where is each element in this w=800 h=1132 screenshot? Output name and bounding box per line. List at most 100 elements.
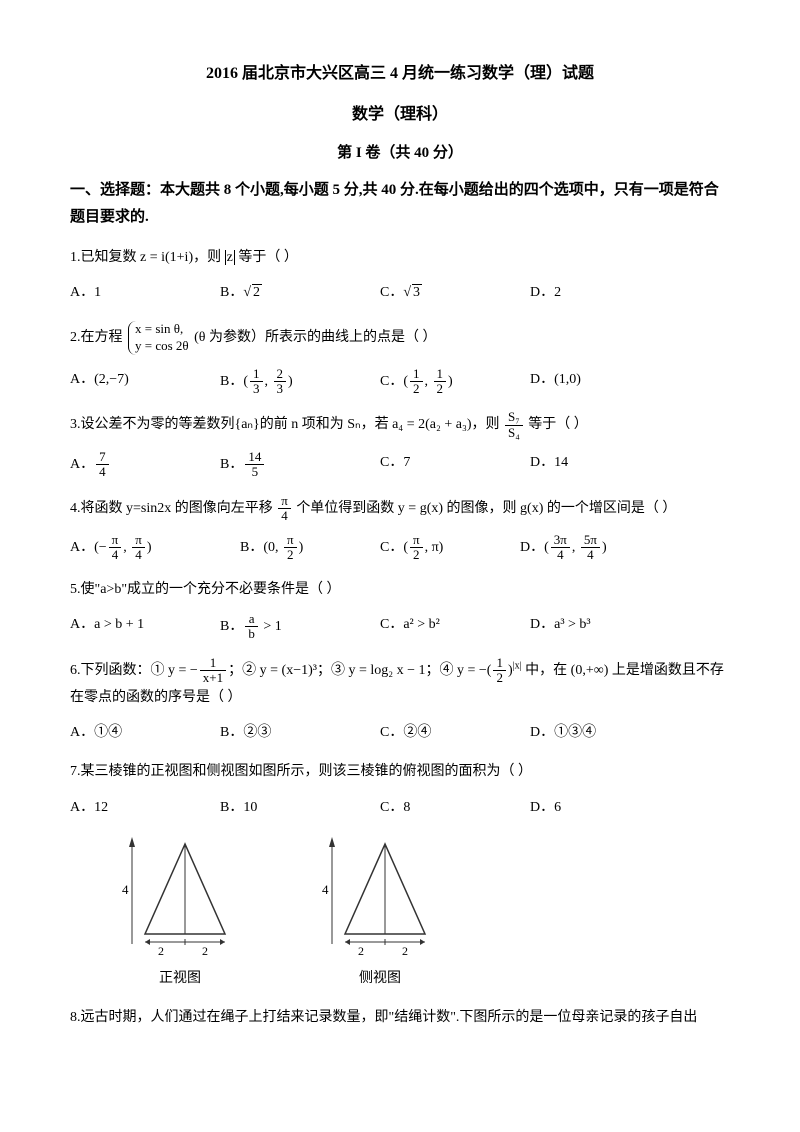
q2-c-mid: , <box>425 374 432 389</box>
question-2: 2.在方程 x = sin θ, y = cos 2θ (θ 为参数）所表示的曲… <box>70 319 730 357</box>
q4-a-pre: A．(− <box>70 540 107 555</box>
q5-opt-a: A．a > b + 1 <box>70 612 210 642</box>
question-6: 6.下列函数：① y = −1x+1；② y = (x−1)³；③ y = lo… <box>70 656 730 711</box>
q4-b-post: ) <box>299 540 304 555</box>
q2-c-d2: 2 <box>434 382 447 396</box>
title-sub: 数学（理科） <box>70 101 730 130</box>
q2-c-d1: 2 <box>410 382 423 396</box>
q2-c-pre: C．( <box>380 374 408 389</box>
q4-opt-d: D．(3π4, 5π4) <box>520 533 640 563</box>
section-instruction: 一、选择题：本大题共 8 个小题,每小题 5 分,共 40 分.在每小题给出的四… <box>70 177 730 231</box>
question-8: 8.远古时期，人们通过在绳子上打结来记录数量，即"结绳计数".下图所示的是一位母… <box>70 1005 730 1030</box>
q4-d-n1: 3π <box>551 533 570 548</box>
q3-a-num: 7 <box>96 450 109 465</box>
q1-b-pre: B． <box>220 285 243 300</box>
front-view: 422 正视图 <box>110 834 250 991</box>
q3-a-pre: A． <box>70 457 94 472</box>
svg-text:2: 2 <box>358 944 364 958</box>
q1-opt-d: D．2 <box>530 280 650 305</box>
q2-pre: 2.在方程 <box>70 330 123 345</box>
q4-a-n2: π <box>132 533 145 548</box>
question-1: 1.已知复数 z = i(1+i)，则 z 等于（ ） <box>70 245 730 270</box>
front-triangle-icon: 422 <box>110 834 250 964</box>
q4-a-d2: 4 <box>132 548 145 562</box>
q4-sn: π <box>278 494 291 509</box>
q7-opt-b: B．10 <box>220 795 370 820</box>
q2-b-n1: 1 <box>250 367 263 382</box>
q5-b-num: a <box>245 612 258 627</box>
q5-b-post: > 1 <box>260 619 282 634</box>
q7-diagrams: 422 正视图 422 侧视图 <box>110 834 730 991</box>
q6-options: A．①④ B．②③ C．②④ D．①③④ <box>70 720 730 745</box>
svg-text:4: 4 <box>122 882 129 897</box>
question-5: 5.使"a>b"成立的一个充分不必要条件是（ ） <box>70 577 730 602</box>
q2-c-post: ) <box>448 374 453 389</box>
q4-c-n: π <box>410 533 423 548</box>
q2-options: A．(2,−7) B．(13, 23) C．(12, 12) D．(1,0) <box>70 367 730 397</box>
q4-c-d: 2 <box>410 548 423 562</box>
q3-opt-c: C．7 <box>380 450 520 480</box>
q7-opt-c: C．8 <box>380 795 520 820</box>
q4-mid: 个单位得到函数 y = g(x) 的图像，则 g(x) 的一个增区间是（ ） <box>296 501 676 516</box>
q4-d-n2: 5π <box>581 533 600 548</box>
q4-options: A．(−π4, π4) B．(0, π2) C．(π2, π) D．(3π4, … <box>70 533 730 563</box>
side-triangle-icon: 422 <box>310 834 450 964</box>
q3-opt-a: A．74 <box>70 450 210 480</box>
abs-z: z <box>225 250 235 265</box>
q7-opt-d: D．6 <box>530 795 650 820</box>
q1-stem-pre: 1.已知复数 z = i(1+i)，则 <box>70 250 221 265</box>
q5-opt-c: C．a² > b² <box>380 612 520 642</box>
q2-eq1: x = sin θ, <box>135 321 183 336</box>
q4-pre: 4.将函数 y=sin2x 的图像向左平移 <box>70 501 273 516</box>
svg-text:2: 2 <box>202 944 208 958</box>
q2-opt-c: C．(12, 12) <box>380 367 520 397</box>
q3-frac: S₇S₄ <box>505 410 523 440</box>
q4-d-pre: D．( <box>520 540 549 555</box>
q1-options: A．1 B．√2 C．√3 D．2 <box>70 280 730 305</box>
q5-b-den: b <box>245 627 258 641</box>
q3-opt-d: D．14 <box>530 450 650 480</box>
q6-opt-b: B．②③ <box>220 720 370 745</box>
q4-c-pre: C．( <box>380 540 408 555</box>
q3-num: S₇ <box>505 410 523 425</box>
q1-c-pre: C． <box>380 285 403 300</box>
q2-b-post: ) <box>288 374 293 389</box>
q2-b-mid: , <box>265 374 272 389</box>
q6-opt-d: D．①③④ <box>530 720 650 745</box>
q6-opt-a: A．①④ <box>70 720 210 745</box>
q1-opt-c: C．√3 <box>380 280 520 305</box>
svg-text:2: 2 <box>402 944 408 958</box>
q4-b-n: π <box>284 533 297 548</box>
q4-a-n1: π <box>109 533 122 548</box>
q6-f4n: 1 <box>493 656 506 671</box>
q4-opt-a: A．(−π4, π4) <box>70 533 230 563</box>
q6-f1d: x+1 <box>200 671 226 685</box>
q6-exp: |x| <box>513 660 522 671</box>
q4-a-mid: , <box>123 540 130 555</box>
q4-a-post: ) <box>147 540 152 555</box>
q1-opt-b: B．√2 <box>220 280 370 305</box>
q2-b-d1: 3 <box>250 382 263 396</box>
q3-post: 等于（ ） <box>528 417 588 432</box>
q2-c-n2: 1 <box>434 367 447 382</box>
q3-opt-b: B．145 <box>220 450 370 480</box>
q5-opt-b: B．ab > 1 <box>220 612 370 642</box>
q6-f4d: 2 <box>493 671 506 685</box>
q4-opt-c: C．(π2, π) <box>380 533 510 563</box>
q4-b-pre: B．(0, <box>240 540 282 555</box>
question-7: 7.某三棱锥的正视图和侧视图如图所示，则该三棱锥的俯视图的面积为（ ） <box>70 759 730 784</box>
q6-s2: ；② y = (x−1)³；③ y = log₂ x − 1；④ y = −( <box>228 663 491 678</box>
q2-b-pre: B．( <box>220 374 248 389</box>
q3-a-den: 4 <box>96 465 109 479</box>
question-4: 4.将函数 y=sin2x 的图像向左平移 π4 个单位得到函数 y = g(x… <box>70 494 730 524</box>
q4-c-post: , π) <box>425 540 444 555</box>
q1-opt-a: A．1 <box>70 280 210 305</box>
q2-opt-d: D．(1,0) <box>530 367 650 397</box>
q5-b-pre: B． <box>220 619 243 634</box>
q2-eq2: y = cos 2θ <box>135 338 189 353</box>
q7-opt-a: A．12 <box>70 795 210 820</box>
q2-post: (θ 为参数）所表示的曲线上的点是（ ） <box>194 330 436 345</box>
q3-den: S₄ <box>505 426 523 440</box>
q4-sd: 4 <box>278 509 291 523</box>
sqrt-2: 2 <box>252 284 262 300</box>
